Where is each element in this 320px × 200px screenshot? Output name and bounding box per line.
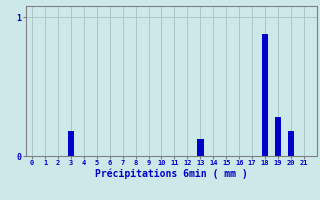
Bar	[288, 131, 294, 156]
Bar	[275, 117, 281, 156]
Bar	[262, 34, 268, 156]
Bar	[197, 139, 204, 156]
X-axis label: Précipitations 6min ( mm ): Précipitations 6min ( mm )	[95, 169, 248, 179]
Bar	[68, 131, 74, 156]
